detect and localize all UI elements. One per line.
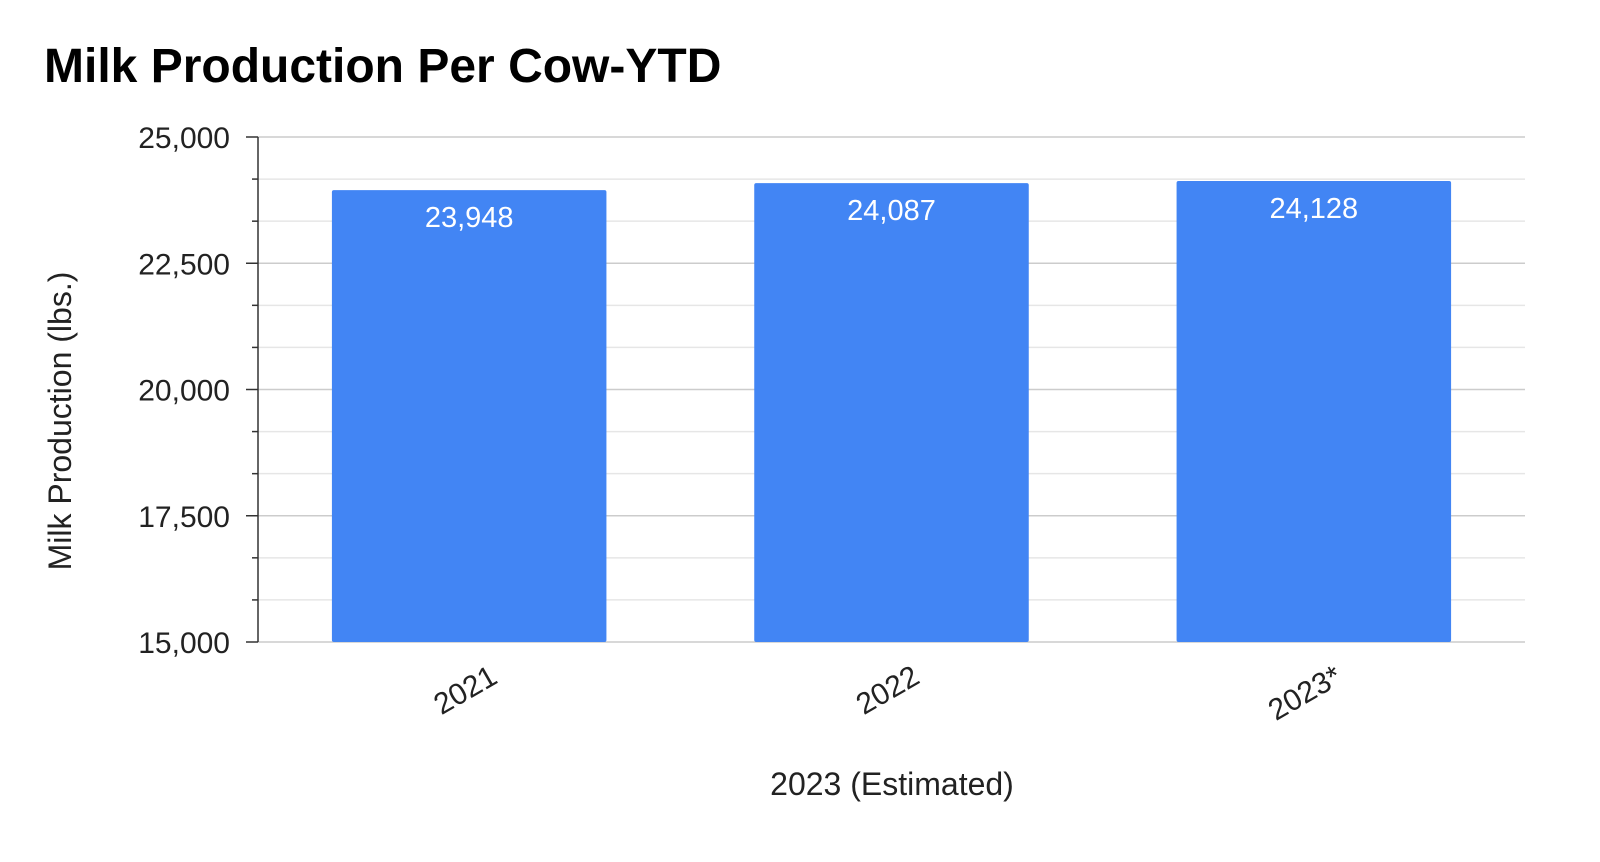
bars: 23,948 24,087 24,128 xyxy=(331,181,1452,642)
x-tick-label: 2023* xyxy=(1263,659,1348,727)
y-axis-ticks: 15,000 17,500 20,000 22,500 25,000 xyxy=(138,122,258,660)
x-tick-label: 2021 xyxy=(428,659,502,721)
y-axis-label: Milk Production (lbs.) xyxy=(42,272,78,571)
x-axis-label: 2023 (Estimated) xyxy=(770,766,1014,802)
bar-data-label: 24,128 xyxy=(1269,193,1358,225)
x-axis-ticks: 2021 2022 2023* xyxy=(428,659,1347,727)
y-tick-label: 15,000 xyxy=(138,627,230,660)
chart-title: Milk Production Per Cow-YTD xyxy=(44,40,721,93)
y-tick-label: 25,000 xyxy=(138,122,230,155)
bar xyxy=(1176,181,1452,642)
bar-data-label: 24,087 xyxy=(847,195,936,227)
bar xyxy=(331,190,607,642)
y-tick-label: 17,500 xyxy=(138,501,230,534)
y-tick-label: 20,000 xyxy=(138,375,230,408)
y-tick-label: 22,500 xyxy=(138,248,230,281)
bar xyxy=(754,183,1029,642)
x-tick-label: 2022 xyxy=(851,659,925,721)
bar-data-label: 23,948 xyxy=(425,202,514,234)
